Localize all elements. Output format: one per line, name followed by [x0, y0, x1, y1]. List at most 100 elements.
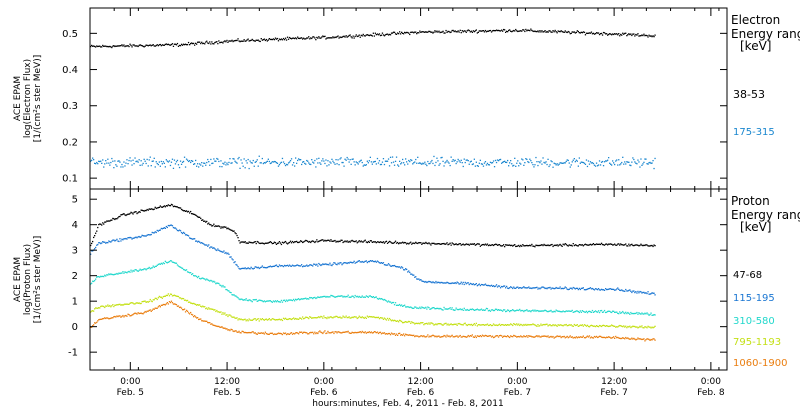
- data-point: [215, 225, 217, 227]
- data-point: [351, 158, 353, 160]
- data-point: [493, 285, 496, 288]
- data-point: [512, 336, 514, 338]
- data-point: [644, 326, 646, 328]
- data-point: [108, 240, 110, 242]
- data-point: [563, 31, 565, 33]
- data-point: [383, 264, 386, 266]
- data-point: [96, 244, 98, 246]
- data-point: [467, 323, 469, 326]
- data-point: [526, 158, 528, 161]
- data-point: [222, 42, 224, 44]
- data-point: [394, 160, 397, 162]
- data-point: [645, 326, 647, 328]
- data-point: [239, 41, 241, 43]
- data-point: [412, 322, 414, 324]
- data-point: [317, 332, 319, 335]
- data-point: [404, 335, 406, 337]
- data-point: [341, 295, 343, 297]
- data-point: [454, 309, 456, 311]
- data-point: [234, 261, 236, 263]
- data-point: [221, 251, 223, 253]
- data-point: [151, 300, 153, 303]
- data-point: [279, 162, 282, 164]
- data-point: [279, 319, 282, 321]
- data-point: [153, 157, 155, 159]
- data-point: [327, 37, 329, 39]
- data-point: [632, 312, 634, 315]
- data-point: [400, 163, 402, 165]
- proton-y-label: log(Proton Flux): [23, 244, 33, 315]
- data-point: [328, 37, 330, 39]
- data-point: [623, 33, 625, 35]
- data-point: [426, 31, 428, 33]
- data-point: [286, 36, 289, 38]
- data-point: [324, 263, 326, 265]
- data-point: [572, 286, 574, 289]
- data-point: [178, 297, 181, 299]
- data-point: [134, 312, 136, 314]
- data-point: [555, 336, 557, 338]
- data-point: [592, 288, 595, 290]
- data-point: [144, 268, 146, 270]
- data-point: [533, 336, 535, 338]
- data-point: [524, 309, 526, 312]
- data-point: [596, 289, 599, 291]
- data-point: [335, 315, 337, 317]
- data-point: [247, 332, 249, 334]
- data-point: [602, 165, 605, 167]
- data-point: [211, 323, 213, 325]
- data-point: [467, 334, 469, 337]
- data-point: [209, 322, 211, 324]
- data-point: [633, 290, 635, 292]
- data-point: [95, 232, 97, 234]
- data-point: [483, 309, 486, 311]
- data-point: [635, 326, 637, 328]
- data-point: [467, 160, 469, 162]
- data-point: [591, 162, 594, 164]
- data-point: [423, 280, 425, 283]
- data-point: [508, 287, 510, 290]
- data-point: [331, 158, 333, 160]
- data-point: [410, 241, 412, 243]
- data-point: [210, 279, 212, 282]
- data-point: [446, 334, 448, 336]
- data-point: [338, 240, 340, 242]
- data-point: [158, 263, 160, 265]
- data-point: [631, 161, 633, 163]
- data-point: [633, 337, 635, 340]
- data-point: [514, 335, 516, 337]
- data-point: [462, 281, 464, 284]
- data-point: [183, 210, 186, 212]
- data-point: [237, 297, 239, 299]
- data-point: [123, 316, 125, 318]
- data-point: [510, 310, 512, 312]
- data-point: [347, 316, 349, 319]
- data-point: [415, 241, 417, 243]
- data-point: [546, 244, 548, 247]
- data-point: [196, 43, 198, 45]
- data-point: [223, 250, 225, 252]
- data-point: [280, 318, 283, 321]
- data-point: [324, 239, 326, 241]
- data-point: [107, 242, 109, 244]
- data-point: [273, 241, 276, 243]
- y-tick-label: 0.2: [62, 137, 78, 148]
- data-point: [170, 260, 173, 262]
- data-point: [337, 295, 339, 297]
- data-point: [548, 244, 550, 247]
- data-point: [152, 208, 154, 211]
- data-point: [357, 331, 359, 334]
- data-point: [297, 318, 299, 320]
- data-point: [203, 243, 205, 245]
- data-point: [611, 324, 613, 326]
- data-point: [568, 336, 570, 338]
- data-point: [211, 280, 213, 282]
- data-point: [277, 165, 280, 167]
- data-point: [105, 317, 107, 320]
- data-point: [163, 44, 165, 46]
- data-point: [618, 243, 620, 245]
- data-point: [291, 264, 294, 266]
- data-point: [607, 159, 609, 161]
- data-point: [341, 161, 343, 164]
- data-point: [316, 36, 318, 39]
